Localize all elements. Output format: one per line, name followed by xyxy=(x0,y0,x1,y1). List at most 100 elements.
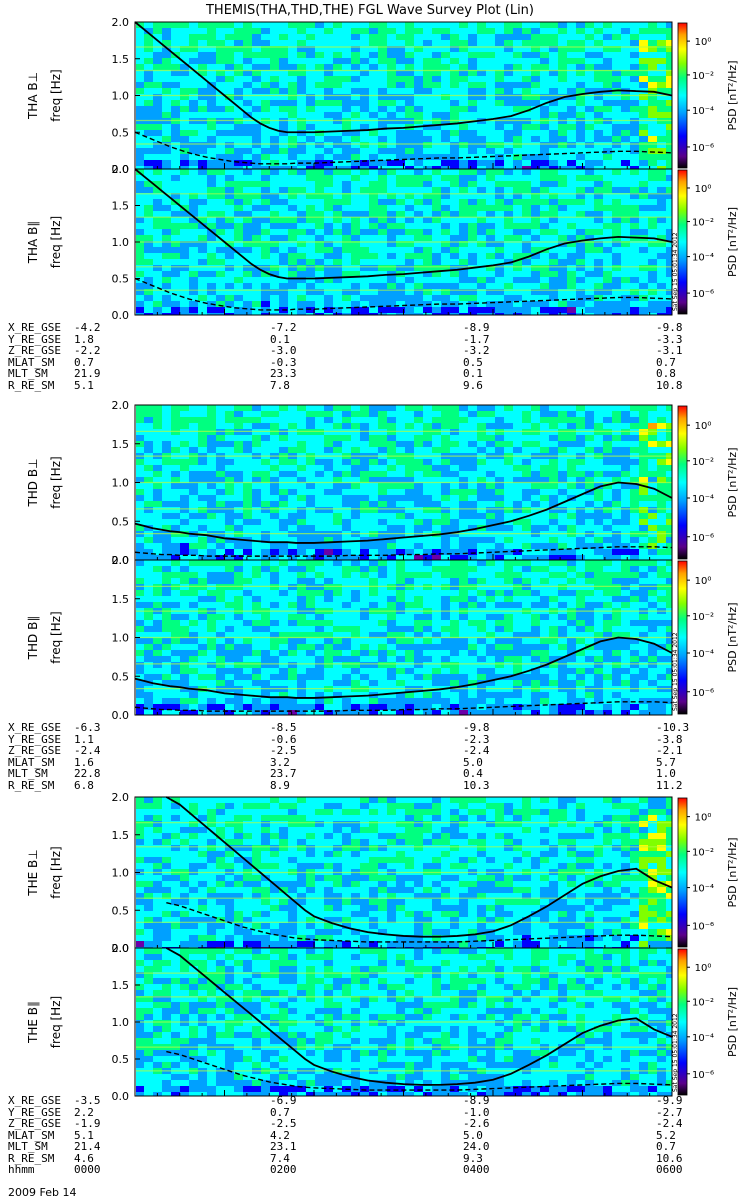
spectrogram-cell xyxy=(387,199,396,205)
spectrogram-cell xyxy=(432,271,441,277)
spectrogram-cell xyxy=(549,471,558,477)
spectrogram-cell xyxy=(603,477,612,483)
spectrogram-cell xyxy=(180,489,189,495)
spectrogram-cell xyxy=(153,265,162,271)
spectrogram-cell xyxy=(621,46,630,52)
spectrogram-cell xyxy=(648,181,657,187)
spectrogram-cell xyxy=(171,130,180,136)
spectrogram-cell xyxy=(522,154,531,160)
spectrogram-cell xyxy=(324,429,333,435)
spectrogram-cell xyxy=(324,459,333,465)
spectrogram-cell xyxy=(198,465,207,471)
spectrogram-cell xyxy=(648,223,657,229)
spectrogram-cell xyxy=(207,525,216,531)
spectrogram-cell xyxy=(432,566,441,572)
spectrogram-cell xyxy=(468,193,477,199)
spectrogram-cell xyxy=(648,307,657,313)
spectrogram-cell xyxy=(639,555,648,560)
spectrogram-cell xyxy=(621,247,630,253)
spectrogram-cell xyxy=(180,64,189,70)
spectrogram-cell xyxy=(243,429,252,435)
spectrogram-cell xyxy=(477,483,486,489)
spectrogram-cell xyxy=(540,459,549,465)
spectrogram-cell xyxy=(153,447,162,453)
spectrogram-cell xyxy=(432,477,441,483)
spectrogram-cell xyxy=(549,405,558,411)
spectrogram-cell xyxy=(531,28,540,34)
spectrogram-cell xyxy=(360,417,369,423)
spectrogram-cell xyxy=(315,477,324,483)
spectrogram-cell xyxy=(234,199,243,205)
spectrogram-cell xyxy=(576,247,585,253)
spectrogram-cell xyxy=(207,217,216,223)
spectrogram-cell xyxy=(594,253,603,259)
spectrogram-cell xyxy=(531,578,540,584)
spectrogram-cell xyxy=(567,405,576,411)
spectrogram-cell xyxy=(459,519,468,525)
spectrogram-cell xyxy=(666,205,672,211)
spectrogram-cell xyxy=(252,271,261,277)
spectrogram-cell xyxy=(540,64,549,70)
spectrogram-cell xyxy=(459,34,468,40)
spectrogram-cell xyxy=(279,124,288,130)
spectrogram-cell xyxy=(648,193,657,199)
spectrogram-cell xyxy=(306,247,315,253)
spectrogram-cell xyxy=(315,94,324,100)
spectrogram-cell xyxy=(324,100,333,106)
spectrogram-cell xyxy=(261,64,270,70)
spectrogram-cell xyxy=(567,28,576,34)
spectrogram-cell xyxy=(198,148,207,154)
spectrogram-cell xyxy=(261,483,270,489)
spectrogram-cell xyxy=(297,94,306,100)
spectrogram-cell xyxy=(657,34,666,40)
spectrogram-cell xyxy=(297,106,306,112)
spectrogram-cell xyxy=(387,52,396,58)
spectrogram-cell xyxy=(603,417,612,423)
spectrogram-cell xyxy=(414,307,423,313)
spectrogram-cell xyxy=(468,513,477,519)
spectrogram-cell xyxy=(216,411,225,417)
spectrogram-cell xyxy=(162,411,171,417)
spectrogram-cell xyxy=(198,435,207,441)
spectrogram-cell xyxy=(270,142,279,148)
spectrogram-cell xyxy=(666,46,672,52)
spectrogram-cell xyxy=(477,169,486,175)
spectrogram-cell xyxy=(342,247,351,253)
spectrogram-cell xyxy=(162,572,171,578)
spectrogram-cell xyxy=(189,423,198,429)
spectrogram-cell xyxy=(495,537,504,543)
spectrogram-cell xyxy=(522,501,531,507)
spectrogram-cell xyxy=(630,259,639,265)
spectrogram-cell xyxy=(603,289,612,295)
spectrogram-cell xyxy=(288,34,297,40)
spectrogram-cell xyxy=(234,441,243,447)
spectrogram-cell xyxy=(441,94,450,100)
spectrogram-cell xyxy=(216,555,225,560)
spectrogram-cell xyxy=(549,247,558,253)
spectrogram-cell xyxy=(576,241,585,247)
spectrogram-cell xyxy=(234,229,243,235)
spectrogram-cell xyxy=(261,572,270,578)
y-tick-label: 1.5 xyxy=(112,438,130,451)
spectrogram-cell xyxy=(306,477,315,483)
spectrogram-cell xyxy=(495,124,504,130)
spectrogram-cell xyxy=(441,169,450,175)
spectrogram-cell xyxy=(423,471,432,477)
spectrogram-cell xyxy=(333,40,342,46)
spectrogram-cell xyxy=(405,301,414,307)
y-tick-label: 0.0 xyxy=(112,309,130,322)
spectrogram-cell xyxy=(288,253,297,259)
colorbar xyxy=(677,169,688,315)
spectrogram-cell xyxy=(288,64,297,70)
spectrogram-cell xyxy=(621,483,630,489)
spectrogram-cell xyxy=(558,307,567,313)
spectrogram-cell xyxy=(441,459,450,465)
spectrogram-cell xyxy=(333,34,342,40)
colorbar-tick-label: 10⁻⁶ xyxy=(692,289,714,300)
spectrogram-cell xyxy=(486,307,495,313)
spectrogram-cell xyxy=(270,100,279,106)
spectrogram-cell xyxy=(387,40,396,46)
spectrogram-cell xyxy=(504,100,513,106)
spectrogram-cell xyxy=(621,411,630,417)
spectrogram-cell xyxy=(189,187,198,193)
